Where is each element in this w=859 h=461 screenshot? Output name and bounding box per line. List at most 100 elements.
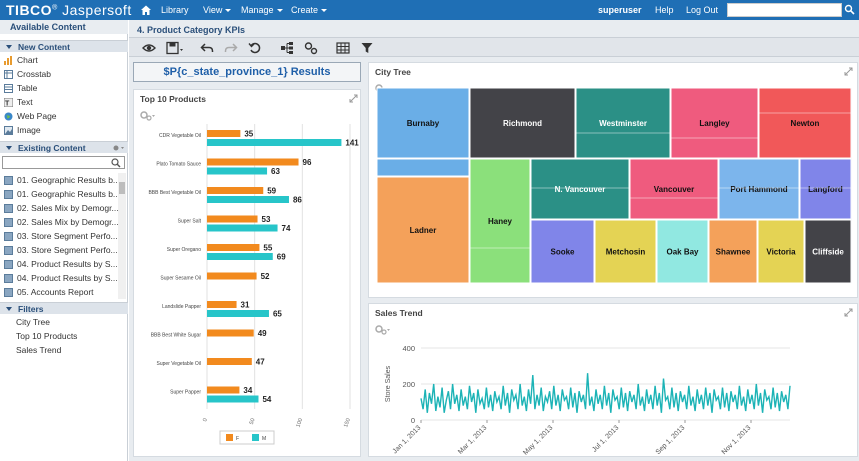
treemap-label: Richmond — [503, 119, 542, 128]
parameters-icon[interactable] — [304, 41, 318, 55]
library-search-input[interactable] — [2, 156, 125, 169]
existing-content-item[interactable]: 02. Sales Mix by Demogr... — [2, 201, 122, 215]
existing-content-header[interactable]: Existing Content — [0, 141, 128, 153]
new-content-image[interactable]: Image — [2, 123, 122, 137]
data-label: 141 — [345, 139, 359, 148]
home-icon[interactable] — [140, 4, 152, 16]
report-icon — [4, 176, 13, 186]
new-content-text[interactable]: T Text — [4, 97, 33, 108]
redo-icon[interactable] — [224, 41, 238, 55]
treemap-label: Haney — [488, 217, 513, 226]
bar — [207, 310, 269, 317]
new-content-header[interactable]: New Content — [0, 40, 128, 52]
new-content-chart[interactable]: Chart — [2, 53, 122, 67]
results-text-box[interactable]: $P{c_state_province_1} Results — [133, 62, 361, 82]
undo-icon[interactable] — [200, 41, 214, 55]
treemap-cell — [799, 158, 852, 220]
dashboard-title: 4. Product Category KPIs — [137, 25, 246, 35]
data-label: 74 — [282, 224, 291, 233]
bar — [207, 139, 342, 146]
expand-icon[interactable] — [844, 67, 853, 76]
help-link[interactable]: Help — [655, 5, 674, 15]
top10-bar-chart: 0 50 100 150 CDR Vegetable Oil 35 141 Plato Tom… — [148, 124, 359, 445]
existing-content-item[interactable]: 03. Store Segment Perfo... — [2, 243, 122, 257]
scrollbar-thumb[interactable] — [119, 182, 125, 194]
gear-icon[interactable] — [140, 111, 156, 121]
treemap-label: Ladner — [410, 226, 437, 235]
expand-icon[interactable] — [349, 94, 358, 103]
treemap-cell — [804, 219, 852, 284]
filter-item[interactable]: Sales Trend — [16, 345, 62, 355]
treemap-subcell — [376, 158, 470, 177]
search-icon[interactable] — [844, 4, 855, 15]
new-content-crosstab[interactable]: Crosstab — [2, 67, 122, 81]
category-label: Super Vegetable Oil — [157, 361, 201, 367]
treemap-cell — [629, 158, 719, 220]
treemap-label: Victoria — [766, 248, 796, 257]
filter-icon[interactable] — [360, 41, 374, 55]
x-tick-label: 150 — [343, 418, 352, 429]
top10-products-panel[interactable]: Top 10 Products 0 50 100 150 CDR Vegetable O… — [133, 89, 361, 457]
filter-item[interactable]: Top 10 Products — [16, 331, 78, 341]
treemap-label: Langley — [699, 119, 730, 128]
report-icon — [4, 246, 13, 256]
legend-label: F — [236, 436, 239, 442]
existing-content-item[interactable]: 01. Geographic Results b... — [2, 173, 122, 187]
eye-icon[interactable] — [142, 41, 156, 55]
bar — [207, 187, 264, 194]
bar — [207, 395, 259, 403]
bar — [207, 358, 252, 365]
treemap-label: Langford — [808, 185, 843, 194]
jaspersoft-logo[interactable]: TIBCO® Jaspersoft — [6, 2, 132, 18]
search-icon[interactable] — [111, 158, 121, 168]
chevron-down-icon — [225, 9, 232, 13]
svg-text:T: T — [5, 101, 10, 108]
city-tree-panel[interactable]: City Tree Burnaby Richmond Westminster Lang… — [368, 62, 858, 298]
existing-content-item[interactable]: 03. Store Segment Perfo... — [2, 229, 122, 243]
view-menu[interactable]: View — [203, 5, 232, 15]
sales-trend-panel[interactable]: Sales Trend 0 200 400 Store Sales Jan 1, 201… — [368, 303, 858, 457]
table-icon — [4, 84, 13, 94]
bar — [207, 196, 289, 203]
treemap-cell — [758, 87, 852, 159]
data-label: 52 — [261, 272, 270, 281]
manage-menu[interactable]: Manage — [241, 5, 283, 15]
existing-content-item[interactable]: 04. Product Results by S... — [2, 271, 122, 285]
treemap-cell — [757, 219, 805, 284]
new-content-web-page[interactable]: Web Page — [2, 109, 122, 123]
logout-link[interactable]: Log Out — [686, 5, 719, 15]
existing-content-item[interactable]: 05. Accounts Report — [2, 285, 122, 299]
y-tick-label: 0 — [411, 416, 415, 425]
save-icon[interactable] — [166, 41, 184, 55]
library-menu[interactable]: Library — [161, 5, 189, 15]
global-search-input[interactable] — [727, 3, 842, 17]
create-menu[interactable]: Create — [291, 5, 328, 15]
category-label: BBB Best Vegetable Oil — [148, 190, 201, 196]
grid-icon[interactable] — [336, 41, 350, 55]
existing-content-item[interactable]: 04. Product Results by S... — [2, 257, 122, 271]
hierarchy-icon[interactable] — [280, 41, 294, 55]
user-name[interactable]: superuser — [598, 5, 642, 15]
filter-item[interactable]: City Tree — [16, 317, 51, 327]
reset-icon[interactable] — [248, 41, 262, 55]
filters-header[interactable]: Filters — [0, 302, 128, 314]
gear-icon[interactable] — [375, 325, 391, 335]
bar — [207, 130, 241, 137]
expand-icon[interactable] — [844, 308, 853, 317]
report-icon — [4, 232, 13, 242]
report-icon — [4, 190, 13, 200]
bar — [207, 158, 299, 166]
collapse-icon — [6, 45, 12, 49]
bar — [207, 244, 260, 251]
treemap-cell — [376, 176, 470, 284]
options-icon[interactable] — [113, 144, 125, 152]
data-label: 59 — [267, 187, 276, 196]
report-icon — [4, 218, 13, 228]
list-scrollbar[interactable] — [118, 173, 126, 299]
dashboard-canvas: 4. Product Category KPIs $P{c_state_prov… — [129, 20, 859, 461]
data-label: 96 — [303, 158, 312, 167]
new-content-table[interactable]: Table — [2, 81, 122, 95]
existing-content-item[interactable]: 01. Geographic Results b... — [2, 187, 122, 201]
category-label: Super Sesame Oil — [160, 276, 201, 282]
existing-content-item[interactable]: 02. Sales Mix by Demogr... — [2, 215, 122, 229]
